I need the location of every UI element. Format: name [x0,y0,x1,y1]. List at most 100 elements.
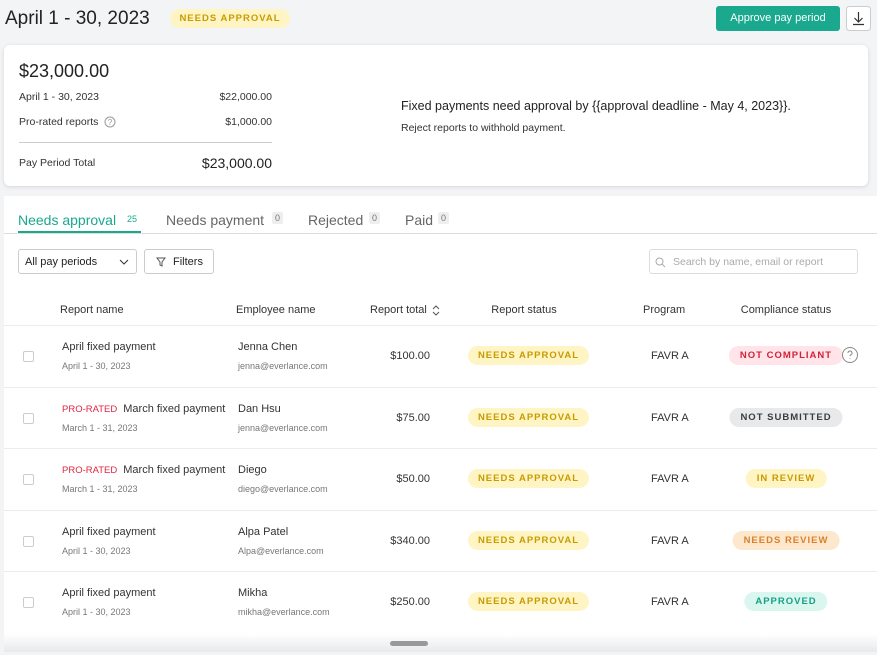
tab[interactable]: Paid [405,212,434,228]
column-header: Report status [491,304,557,316]
row-checkbox[interactable] [23,597,34,608]
divider [19,142,272,143]
scroll-shade [4,634,877,652]
employee-name: Mikha [238,587,268,599]
report-total: $50.00 [396,473,430,485]
search-icon [655,257,666,268]
status-badge: NEEDS APPROVAL [170,9,290,28]
report-total: $75.00 [396,411,430,424]
report-total: $100.00 [390,350,430,362]
table-row[interactable]: April fixed payment April 1 - 30, 2023 Jen… [4,325,877,387]
summary-line-amount: $1,000.00 [225,116,272,128]
search-placeholder: Search by name, email or report [673,256,823,268]
prorated-tag: PRO-RATED [62,403,118,415]
report-period: April 1 - 30, 2023 [62,545,131,556]
report-name: PRO-RATED March fixed payment [62,403,225,415]
column-header: Employee name [236,304,316,316]
row-checkbox[interactable] [23,474,34,485]
approve-button[interactable]: Approve pay period [716,6,840,31]
program: FAVR A [651,596,689,608]
download-button[interactable] [846,6,871,31]
report-name: PRO-RATED March fixed payment [62,464,225,476]
row-checkbox[interactable] [23,535,34,547]
report-name: April fixed payment [62,341,156,353]
filters-label: Filters [173,256,203,268]
period-select[interactable]: All pay periods [18,249,137,274]
tab-count: 0 [369,212,381,224]
table-body: April fixed payment April 1 - 30, 2023 Jen… [4,325,877,655]
table-row[interactable]: April fixed payment April 1 - 30, 2023 Alp… [4,509,877,572]
tab[interactable]: Rejected [308,212,364,228]
compliance-status: NOT COMPLIANT [728,346,844,365]
report-title: April fixed payment [62,341,156,353]
notice-sub: Reject reports to withhold payment. [401,122,566,134]
tab-count: 0 [272,212,284,224]
summary-line-label: April 1 - 30, 2023 [19,91,99,103]
filter-icon [156,257,166,267]
report-title: March fixed payment [123,464,226,476]
tab[interactable]: Needs approval [18,212,117,228]
column-header[interactable]: Report total [370,304,427,316]
employee-name: Dan Hsu [238,402,281,415]
compliance-status: APPROVED [744,592,828,611]
employee-email: jenna@everlance.com [238,422,328,433]
report-title: March fixed payment [123,402,226,415]
table-row[interactable]: PRO-RATED March fixed payment March 1 - 31… [4,448,877,510]
tab-rule [4,233,877,234]
search-box[interactable]: Search by name, email or report [649,249,858,274]
report-period: April 1 - 30, 2023 [62,607,131,617]
help-icon[interactable]: ? [104,116,116,128]
report-period: March 1 - 31, 2023 [62,484,138,494]
report-period: March 1 - 31, 2023 [62,422,138,433]
help-icon[interactable] [842,347,858,363]
report-title: April fixed payment [62,587,156,599]
scroll-handle[interactable] [390,641,428,646]
program: FAVR A [651,473,689,485]
program: FAVR A [651,350,689,362]
compliance-status: IN REVIEW [745,469,827,488]
filters-button[interactable]: Filters [144,249,214,274]
tab-count: 0 [438,212,450,224]
report-total: $250.00 [390,596,430,608]
compliance-status: NEEDS REVIEW [732,530,840,550]
table-row[interactable]: PRO-RATED March fixed payment March 1 - 31… [4,386,877,449]
compliance-status: NOT SUBMITTED [729,407,843,427]
sort-icon[interactable] [432,305,440,316]
report-status: NEEDS APPROVAL [468,592,589,611]
employee-email: diego@everlance.com [238,484,328,494]
notice: Fixed payments need approval by {{approv… [401,99,791,113]
report-status: NEEDS APPROVAL [468,530,589,550]
tab-underline [18,231,141,233]
select-label: All pay periods [25,256,98,268]
column-header: Program [643,304,686,316]
report-title: April fixed payment [62,525,156,538]
summary-line-label: Pro-rated reports [19,116,99,128]
report-status: NEEDS APPROVAL [468,346,589,365]
row-checkbox[interactable] [23,412,34,424]
chevron [119,259,129,265]
employee-email: jenna@everlance.com [238,361,328,371]
report-period: April 1 - 30, 2023 [62,361,131,371]
report-name: April fixed payment [62,587,156,599]
summary-line-amount: $22,000.00 [219,91,272,103]
tab[interactable]: Needs payment [166,212,265,228]
program: FAVR A [651,411,689,424]
page-title: April 1 - 30, 2023 [5,8,150,29]
summary-card: $23,000.00 April 1 - 30, 2023 $22,000.00… [4,45,868,186]
svg-text:?: ? [108,118,113,127]
employee-name: Alpa Patel [238,525,289,538]
program: FAVR A [651,534,689,547]
employee-name: Jenna Chen [238,341,298,353]
column-header: Report name [60,304,124,316]
period-total: $23,000.00 [201,155,272,171]
report-status: NEEDS APPROVAL [468,469,589,488]
report-status: NEEDS APPROVAL [468,407,589,427]
tab-count: 25 [127,214,138,224]
row-checkbox[interactable] [23,351,34,362]
table-row[interactable]: April fixed payment April 1 - 30, 2023 Mik… [4,571,877,633]
employee-email: mikha@everlance.com [238,607,330,617]
employee-name: Diego [238,464,267,476]
employee-email: Alpa@everlance.com [238,545,324,556]
summary-total: $23,000.00 [19,61,110,81]
